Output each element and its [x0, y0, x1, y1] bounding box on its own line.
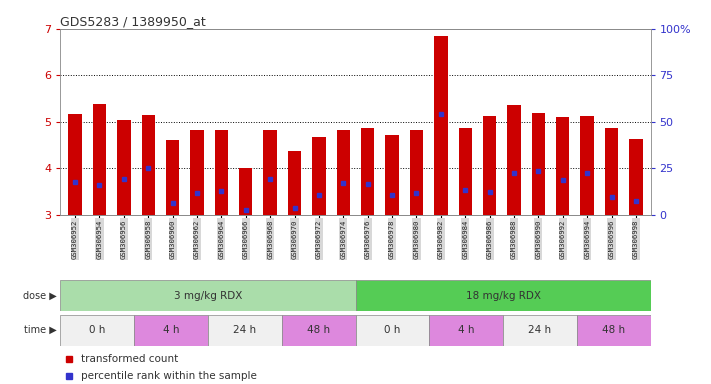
- Text: 48 h: 48 h: [307, 325, 330, 335]
- Bar: [429, 315, 503, 346]
- Bar: [459, 127, 472, 215]
- Text: GDS5283 / 1389950_at: GDS5283 / 1389950_at: [60, 15, 206, 28]
- Bar: [503, 315, 577, 346]
- Bar: [385, 136, 399, 215]
- Bar: [605, 127, 619, 215]
- Bar: [508, 105, 520, 215]
- Bar: [215, 130, 228, 215]
- Bar: [483, 116, 496, 215]
- Bar: [117, 119, 131, 215]
- Text: 24 h: 24 h: [528, 325, 552, 335]
- Text: 0 h: 0 h: [89, 325, 105, 335]
- Bar: [60, 315, 134, 346]
- Bar: [336, 130, 350, 215]
- Bar: [556, 117, 570, 215]
- Bar: [134, 315, 208, 346]
- Text: 24 h: 24 h: [233, 325, 257, 335]
- Text: 4 h: 4 h: [458, 325, 474, 335]
- Bar: [580, 116, 594, 215]
- Bar: [68, 114, 82, 215]
- Bar: [577, 315, 651, 346]
- Bar: [356, 280, 651, 311]
- Text: dose ▶: dose ▶: [23, 291, 57, 301]
- Text: 48 h: 48 h: [602, 325, 625, 335]
- Text: 3 mg/kg RDX: 3 mg/kg RDX: [173, 291, 242, 301]
- Bar: [410, 130, 423, 215]
- Bar: [92, 104, 106, 215]
- Bar: [356, 315, 429, 346]
- Bar: [60, 280, 356, 311]
- Bar: [191, 130, 203, 215]
- Bar: [141, 115, 155, 215]
- Bar: [361, 127, 375, 215]
- Bar: [282, 315, 356, 346]
- Text: 0 h: 0 h: [384, 325, 400, 335]
- Bar: [629, 139, 643, 215]
- Bar: [264, 130, 277, 215]
- Bar: [312, 137, 326, 215]
- Text: 4 h: 4 h: [163, 325, 179, 335]
- Text: 18 mg/kg RDX: 18 mg/kg RDX: [466, 291, 540, 301]
- Bar: [166, 140, 179, 215]
- Text: percentile rank within the sample: percentile rank within the sample: [81, 371, 257, 381]
- Bar: [239, 169, 252, 215]
- Bar: [434, 36, 447, 215]
- Bar: [532, 113, 545, 215]
- Text: transformed count: transformed count: [81, 354, 178, 364]
- Bar: [288, 151, 301, 215]
- Text: time ▶: time ▶: [24, 325, 57, 335]
- Bar: [208, 315, 282, 346]
